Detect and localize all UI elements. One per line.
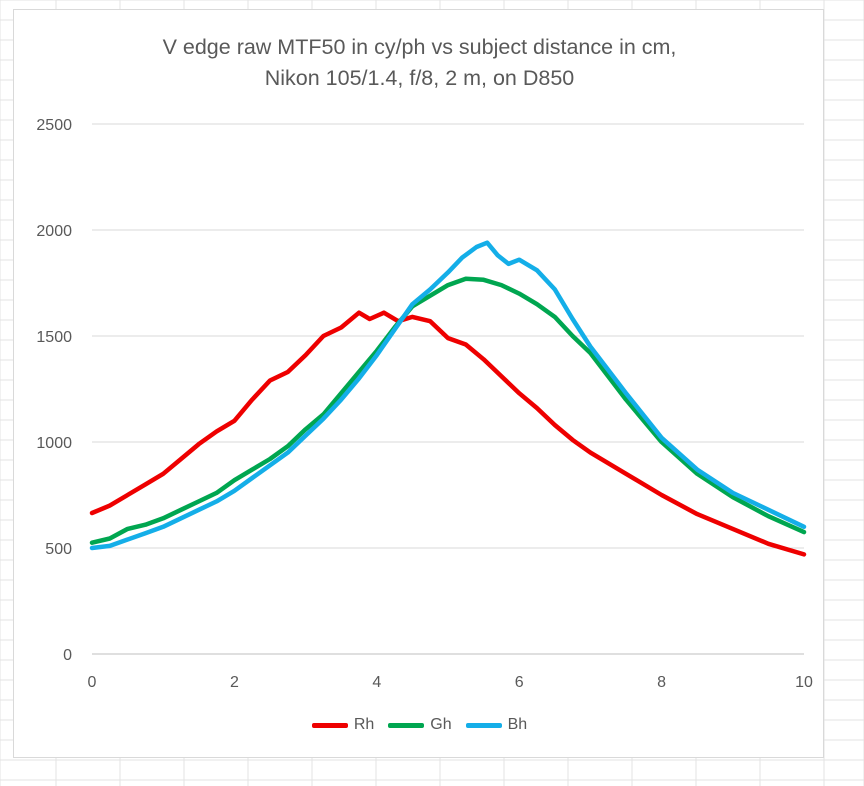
legend: Rh Gh Bh: [14, 716, 825, 734]
series-line-rh: [89, 310, 807, 557]
chart-area[interactable]: V edge raw MTF50 in cy/ph vs subject dis…: [13, 9, 824, 758]
y-tick-label: 500: [45, 541, 72, 558]
series-line-gh: [89, 276, 807, 545]
x-tick-label: 6: [515, 674, 524, 691]
legend-item-rh: Rh: [311, 716, 375, 734]
legend-swatch: [311, 722, 348, 728]
x-tick-label: 8: [657, 674, 666, 691]
legend-item-gh: Gh: [388, 716, 452, 734]
y-tick-label: 0: [63, 647, 72, 664]
legend-label: Rh: [353, 716, 375, 733]
x-tick-label: 10: [795, 674, 813, 691]
y-tick-label: 1500: [36, 329, 72, 346]
y-tick-label: 2000: [36, 223, 72, 240]
chart-title-line-2: Nikon 105/1.4, f/8, 2 m, on D850: [264, 66, 575, 90]
legend-item-bh: Bh: [465, 716, 528, 734]
legend-swatch: [465, 722, 502, 728]
series-line-bh: [89, 240, 807, 551]
legend-swatch: [388, 722, 425, 728]
chart-title-line-1: V edge raw MTF50 in cy/ph vs subject dis…: [162, 35, 677, 59]
x-tick-label: 4: [372, 674, 381, 691]
chart-title: V edge raw MTF50 in cy/ph vs subject dis…: [14, 32, 825, 94]
legend-label: Bh: [507, 716, 528, 733]
x-tick-label: 0: [88, 674, 97, 691]
y-tick-label: 1000: [36, 435, 72, 452]
plot-area: 0 500 1000 1500 2000 2500 0 2 4 6 8 10: [36, 117, 813, 691]
x-tick-label: 2: [230, 674, 239, 691]
legend-label: Gh: [430, 716, 452, 733]
y-tick-label: 2500: [36, 117, 72, 134]
